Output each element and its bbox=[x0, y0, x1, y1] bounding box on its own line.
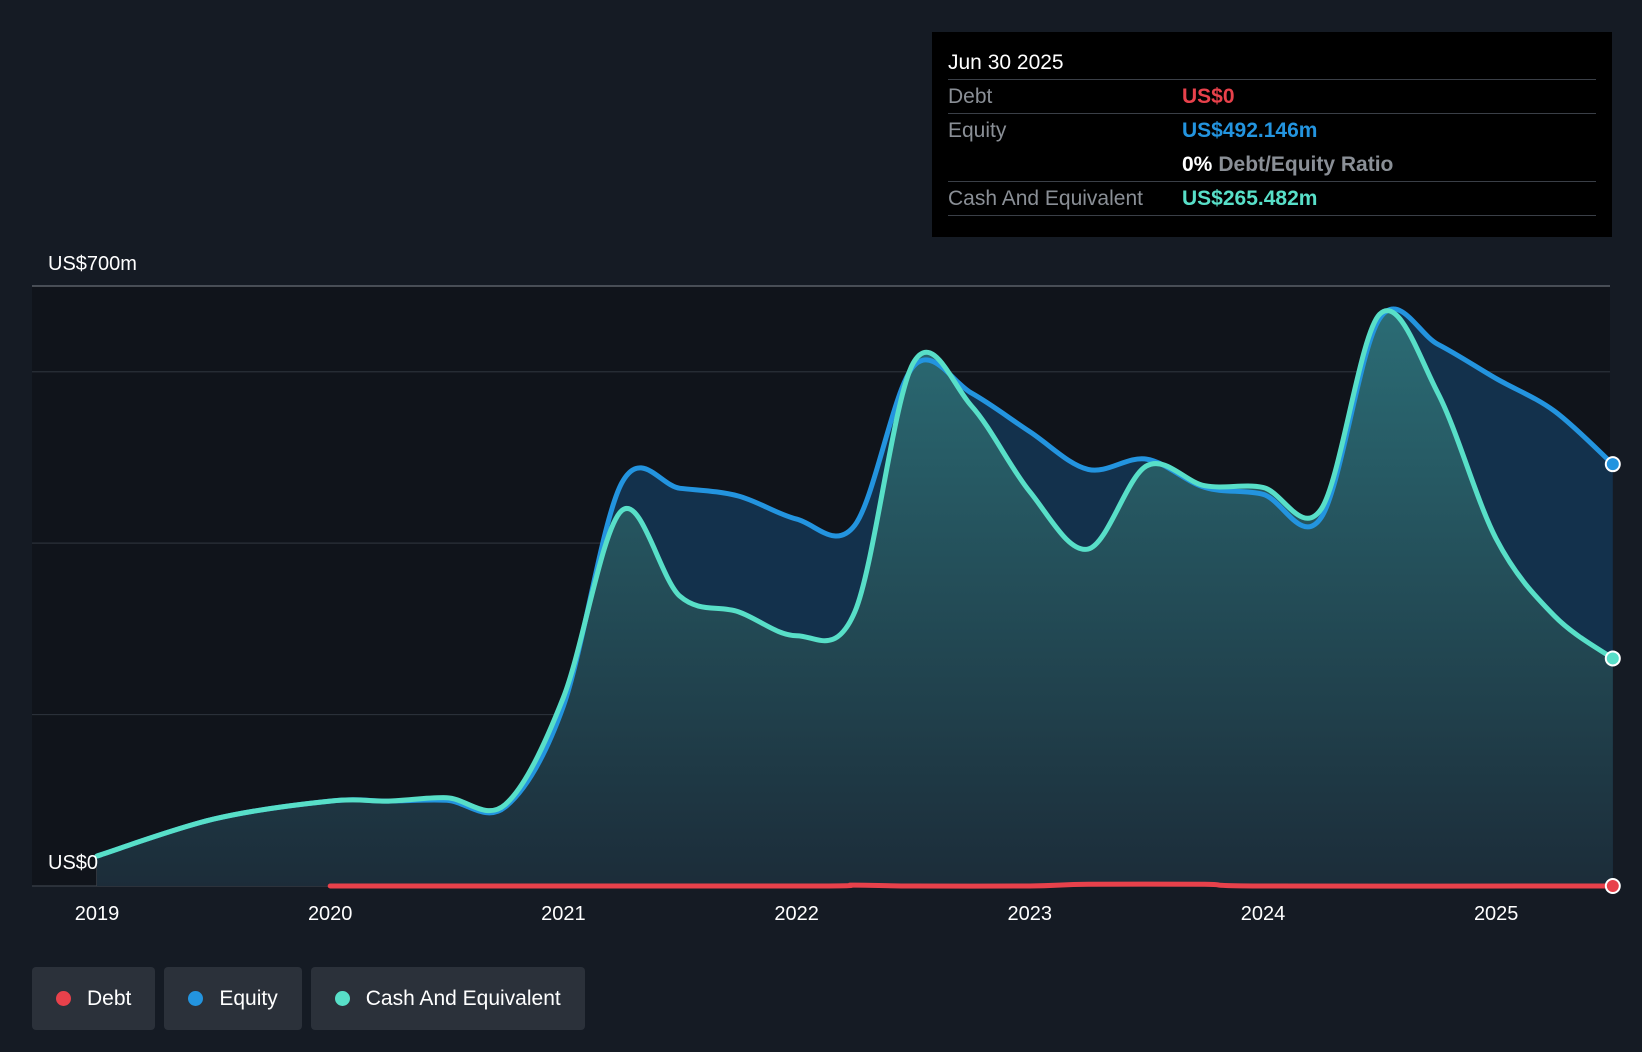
debt-end-marker bbox=[1604, 878, 1621, 894]
legend-label-debt: Debt bbox=[87, 986, 132, 1010]
legend-label-equity: Equity bbox=[219, 986, 278, 1010]
legend-item-equity[interactable]: Equity bbox=[164, 967, 302, 1030]
legend-item-cash[interactable]: Cash And Equivalent bbox=[310, 967, 585, 1030]
legend: Debt Equity Cash And Equivalent bbox=[32, 967, 585, 1030]
tooltip: Jun 30 2025 Debt US$0 Equity US$492.146m… bbox=[932, 32, 1612, 237]
tooltip-cash-row: Cash And Equivalent US$265.482m bbox=[948, 182, 1596, 216]
y-tick-label-top: US$700m bbox=[48, 253, 137, 275]
tooltip-debt-value: US$0 bbox=[1182, 85, 1235, 108]
x-tick-label: 2022 bbox=[774, 903, 819, 925]
cash-end-marker bbox=[1604, 650, 1621, 667]
cash-area bbox=[97, 310, 1613, 887]
cash-dot-icon bbox=[334, 991, 350, 1006]
tooltip-cash-label: Cash And Equivalent bbox=[948, 187, 1143, 210]
tooltip-debt-row: Debt US$0 bbox=[948, 80, 1596, 114]
x-tick-label: 2024 bbox=[1241, 903, 1286, 925]
x-tick-label: 2019 bbox=[75, 903, 120, 925]
debt-dot-icon bbox=[56, 991, 71, 1006]
x-tick-label: 2025 bbox=[1474, 903, 1519, 925]
x-tick-label: 2021 bbox=[541, 903, 586, 925]
tooltip-ratio-value: 0% bbox=[1182, 153, 1213, 176]
tooltip-ratio-label: Debt/Equity Ratio bbox=[1218, 153, 1394, 176]
tooltip-date: Jun 30 2025 bbox=[948, 46, 1596, 80]
tooltip-equity-row: Equity US$492.146m bbox=[948, 114, 1596, 148]
legend-label-cash: Cash And Equivalent bbox=[365, 986, 561, 1010]
x-tick-label: 2020 bbox=[308, 903, 353, 925]
cash-line bbox=[94, 308, 1616, 859]
legend-item-debt[interactable]: Debt bbox=[32, 967, 156, 1030]
tooltip-equity-value: US$492.146m bbox=[1182, 119, 1318, 142]
tooltip-ratio-spacer bbox=[948, 148, 1182, 181]
tooltip-debt-label: Debt bbox=[948, 85, 993, 108]
y-tick-label-bottom: US$0 bbox=[48, 852, 98, 874]
debt-line bbox=[327, 881, 1616, 889]
x-tick-label: 2023 bbox=[1008, 903, 1053, 925]
tooltip-ratio-row: 0% Debt/Equity Ratio bbox=[948, 148, 1596, 182]
tooltip-cash-value: US$265.482m bbox=[1182, 187, 1318, 210]
tooltip-equity-label: Equity bbox=[948, 119, 1007, 142]
equity-end-marker bbox=[1604, 456, 1621, 473]
equity-dot-icon bbox=[188, 991, 204, 1006]
